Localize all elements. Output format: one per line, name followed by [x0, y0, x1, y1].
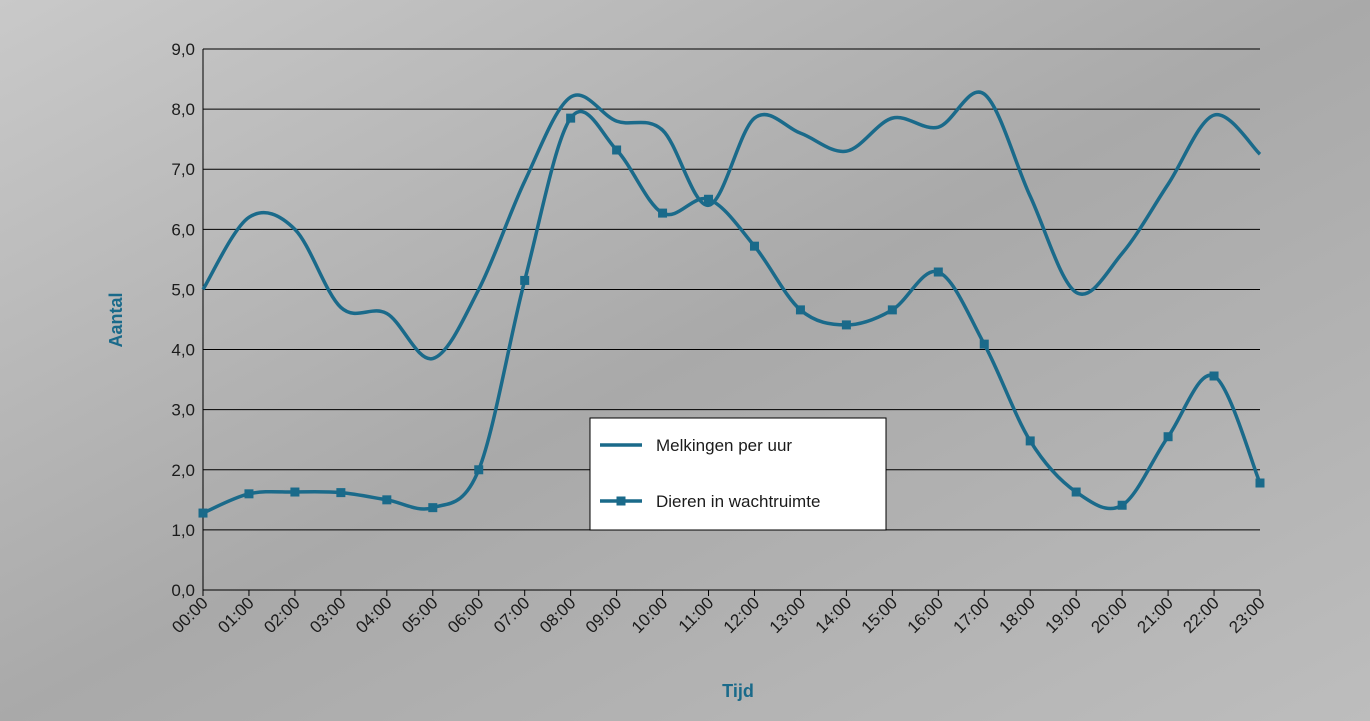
marker	[566, 114, 575, 123]
y-axis-title: Aantal	[106, 292, 126, 347]
marker	[474, 465, 483, 474]
marker	[336, 488, 345, 497]
y-tick-label: 4,0	[171, 341, 195, 360]
marker	[1256, 479, 1265, 488]
marker	[934, 268, 943, 277]
y-tick-label: 2,0	[171, 461, 195, 480]
x-axis-title: Tijd	[722, 681, 754, 701]
y-tick-label: 3,0	[171, 401, 195, 420]
y-tick-label: 8,0	[171, 100, 195, 119]
marker	[1164, 432, 1173, 441]
marker	[290, 488, 299, 497]
legend-box	[590, 418, 886, 530]
y-tick-label: 5,0	[171, 280, 195, 299]
marker	[382, 495, 391, 504]
marker	[428, 503, 437, 512]
marker	[796, 305, 805, 314]
y-tick-label: 7,0	[171, 160, 195, 179]
y-tick-label: 1,0	[171, 521, 195, 540]
marker	[520, 276, 529, 285]
marker	[842, 320, 851, 329]
marker	[1026, 436, 1035, 445]
y-tick-label: 6,0	[171, 220, 195, 239]
legend-label: Melkingen per uur	[656, 436, 792, 455]
y-tick-label: 9,0	[171, 40, 195, 59]
marker	[199, 509, 208, 518]
marker	[888, 305, 897, 314]
marker	[750, 242, 759, 251]
marker	[1072, 488, 1081, 497]
marker	[1210, 372, 1219, 381]
y-tick-label: 0,0	[171, 581, 195, 600]
marker	[612, 145, 621, 154]
marker	[980, 340, 989, 349]
marker	[704, 195, 713, 204]
marker	[658, 209, 667, 218]
marker	[1118, 501, 1127, 510]
marker	[244, 489, 253, 498]
legend-marker	[617, 497, 626, 506]
legend-label: Dieren in wachtruimte	[656, 492, 820, 511]
chart: Tijd Aantal 0,0 1,0 2,0 3,0 4,0 5,0 6,0 7,0 8,0 9…	[0, 0, 1370, 721]
